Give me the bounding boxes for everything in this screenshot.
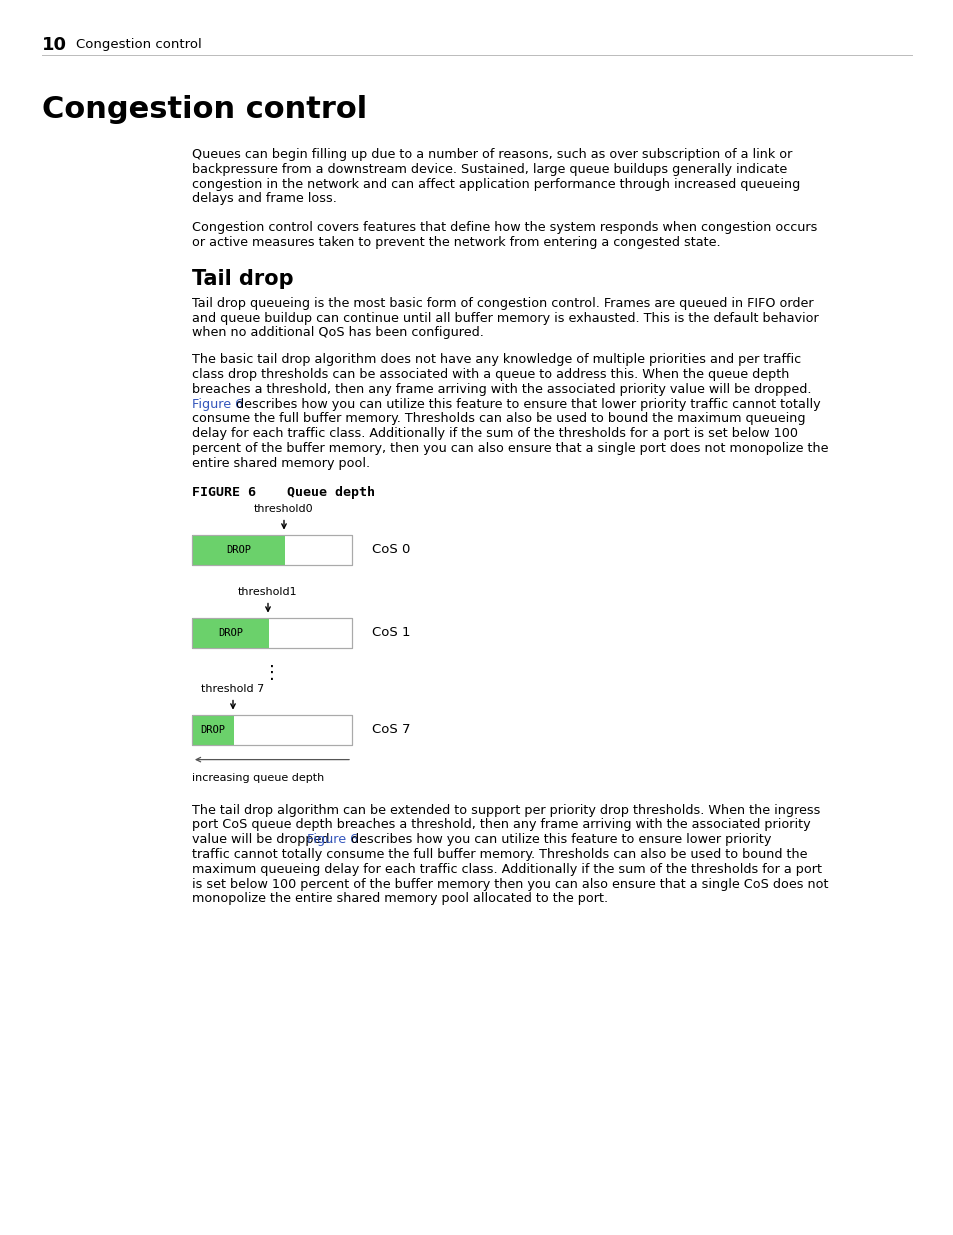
Bar bbox=[192, 535, 352, 564]
Text: Congestion control: Congestion control bbox=[42, 95, 367, 124]
Bar bbox=[192, 715, 352, 745]
Text: Congestion control covers features that define how the system responds when cong: Congestion control covers features that … bbox=[192, 221, 817, 235]
Text: DROP: DROP bbox=[226, 545, 251, 555]
Text: and queue buildup can continue until all buffer memory is exhausted. This is the: and queue buildup can continue until all… bbox=[192, 311, 818, 325]
Bar bbox=[192, 535, 352, 564]
Text: Tail drop: Tail drop bbox=[192, 269, 294, 289]
Text: Queue depth: Queue depth bbox=[287, 485, 375, 499]
Text: threshold0: threshold0 bbox=[253, 504, 314, 514]
Text: threshold1: threshold1 bbox=[238, 587, 297, 597]
Text: increasing queue depth: increasing queue depth bbox=[192, 773, 324, 783]
Text: consume the full buffer memory. Thresholds can also be used to bound the maximum: consume the full buffer memory. Threshol… bbox=[192, 412, 804, 425]
Text: or active measures taken to prevent the network from entering a congested state.: or active measures taken to prevent the … bbox=[192, 236, 720, 249]
Text: DROP: DROP bbox=[217, 627, 243, 637]
Bar bbox=[192, 715, 233, 745]
Text: CoS 0: CoS 0 bbox=[372, 543, 410, 556]
Text: ⋮: ⋮ bbox=[263, 663, 281, 682]
Text: describes how you can utilize this feature to ensure lower priority: describes how you can utilize this featu… bbox=[347, 834, 771, 846]
Bar bbox=[192, 618, 269, 647]
Text: monopolize the entire shared memory pool allocated to the port.: monopolize the entire shared memory pool… bbox=[192, 893, 607, 905]
Text: breaches a threshold, then any frame arriving with the associated priority value: breaches a threshold, then any frame arr… bbox=[192, 383, 811, 395]
Text: Figure 6: Figure 6 bbox=[307, 834, 358, 846]
Text: CoS 7: CoS 7 bbox=[372, 724, 410, 736]
Text: percent of the buffer memory, then you can also ensure that a single port does n: percent of the buffer memory, then you c… bbox=[192, 442, 827, 454]
Text: class drop thresholds can be associated with a queue to address this. When the q: class drop thresholds can be associated … bbox=[192, 368, 788, 382]
Text: Congestion control: Congestion control bbox=[76, 38, 201, 51]
Text: Figure 6: Figure 6 bbox=[192, 398, 243, 410]
Text: CoS 1: CoS 1 bbox=[372, 626, 410, 638]
Text: The tail drop algorithm can be extended to support per priority drop thresholds.: The tail drop algorithm can be extended … bbox=[192, 804, 820, 816]
Text: maximum queueing delay for each traffic class. Additionally if the sum of the th: maximum queueing delay for each traffic … bbox=[192, 863, 821, 876]
Text: Queues can begin filling up due to a number of reasons, such as over subscriptio: Queues can begin filling up due to a num… bbox=[192, 148, 792, 161]
Text: describes how you can utilize this feature to ensure that lower priority traffic: describes how you can utilize this featu… bbox=[232, 398, 820, 410]
Text: The basic tail drop algorithm does not have any knowledge of multiple priorities: The basic tail drop algorithm does not h… bbox=[192, 353, 801, 367]
Text: value will be dropped.: value will be dropped. bbox=[192, 834, 337, 846]
Bar bbox=[192, 535, 285, 564]
Text: DROP: DROP bbox=[200, 725, 225, 735]
Text: congestion in the network and can affect application performance through increas: congestion in the network and can affect… bbox=[192, 178, 800, 190]
Text: threshold 7: threshold 7 bbox=[201, 684, 264, 694]
Text: FIGURE 6: FIGURE 6 bbox=[192, 485, 255, 499]
Text: entire shared memory pool.: entire shared memory pool. bbox=[192, 457, 370, 469]
Text: delays and frame loss.: delays and frame loss. bbox=[192, 193, 336, 205]
Text: backpressure from a downstream device. Sustained, large queue buildups generally: backpressure from a downstream device. S… bbox=[192, 163, 786, 175]
Bar bbox=[192, 618, 352, 647]
Text: is set below 100 percent of the buffer memory then you can also ensure that a si: is set below 100 percent of the buffer m… bbox=[192, 878, 827, 890]
Bar bbox=[192, 618, 352, 647]
Text: 10: 10 bbox=[42, 36, 67, 54]
Text: port CoS queue depth breaches a threshold, then any frame arriving with the asso: port CoS queue depth breaches a threshol… bbox=[192, 819, 810, 831]
Text: Tail drop queueing is the most basic form of congestion control. Frames are queu: Tail drop queueing is the most basic for… bbox=[192, 296, 813, 310]
Text: traffic cannot totally consume the full buffer memory. Thresholds can also be us: traffic cannot totally consume the full … bbox=[192, 848, 806, 861]
Text: delay for each traffic class. Additionally if the sum of the thresholds for a po: delay for each traffic class. Additional… bbox=[192, 427, 797, 440]
Bar bbox=[192, 715, 352, 745]
Text: when no additional QoS has been configured.: when no additional QoS has been configur… bbox=[192, 326, 483, 340]
